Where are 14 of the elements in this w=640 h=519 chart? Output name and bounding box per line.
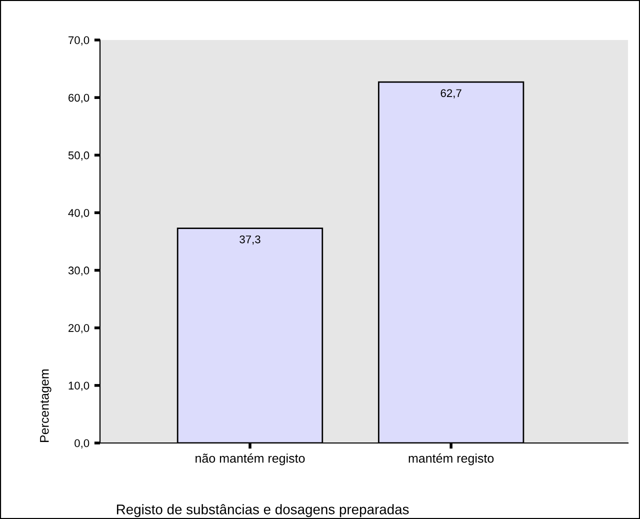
x-tick-label: não mantém registo — [196, 453, 305, 466]
y-tick-label: 0,0 — [74, 439, 90, 448]
x-tick-label: mantém registo — [408, 453, 494, 466]
data-label: 62,7 — [440, 89, 462, 98]
y-tick-label: 50,0 — [68, 151, 90, 161]
y-tick-label: 40,0 — [68, 208, 90, 218]
data-label: 37,3 — [240, 235, 260, 245]
y-tick-label: 10,0 — [68, 382, 90, 391]
y-tick-label: 70,0 — [68, 36, 90, 46]
y-axis-title: Percentagem — [40, 369, 52, 442]
y-tick-label: 20,0 — [68, 324, 90, 334]
y-tick-label: 30,0 — [68, 266, 90, 276]
x-axis-title: Registo de substâncias e dosagens preparadas — [116, 504, 409, 518]
y-tick-label: 60,0 — [68, 94, 90, 104]
